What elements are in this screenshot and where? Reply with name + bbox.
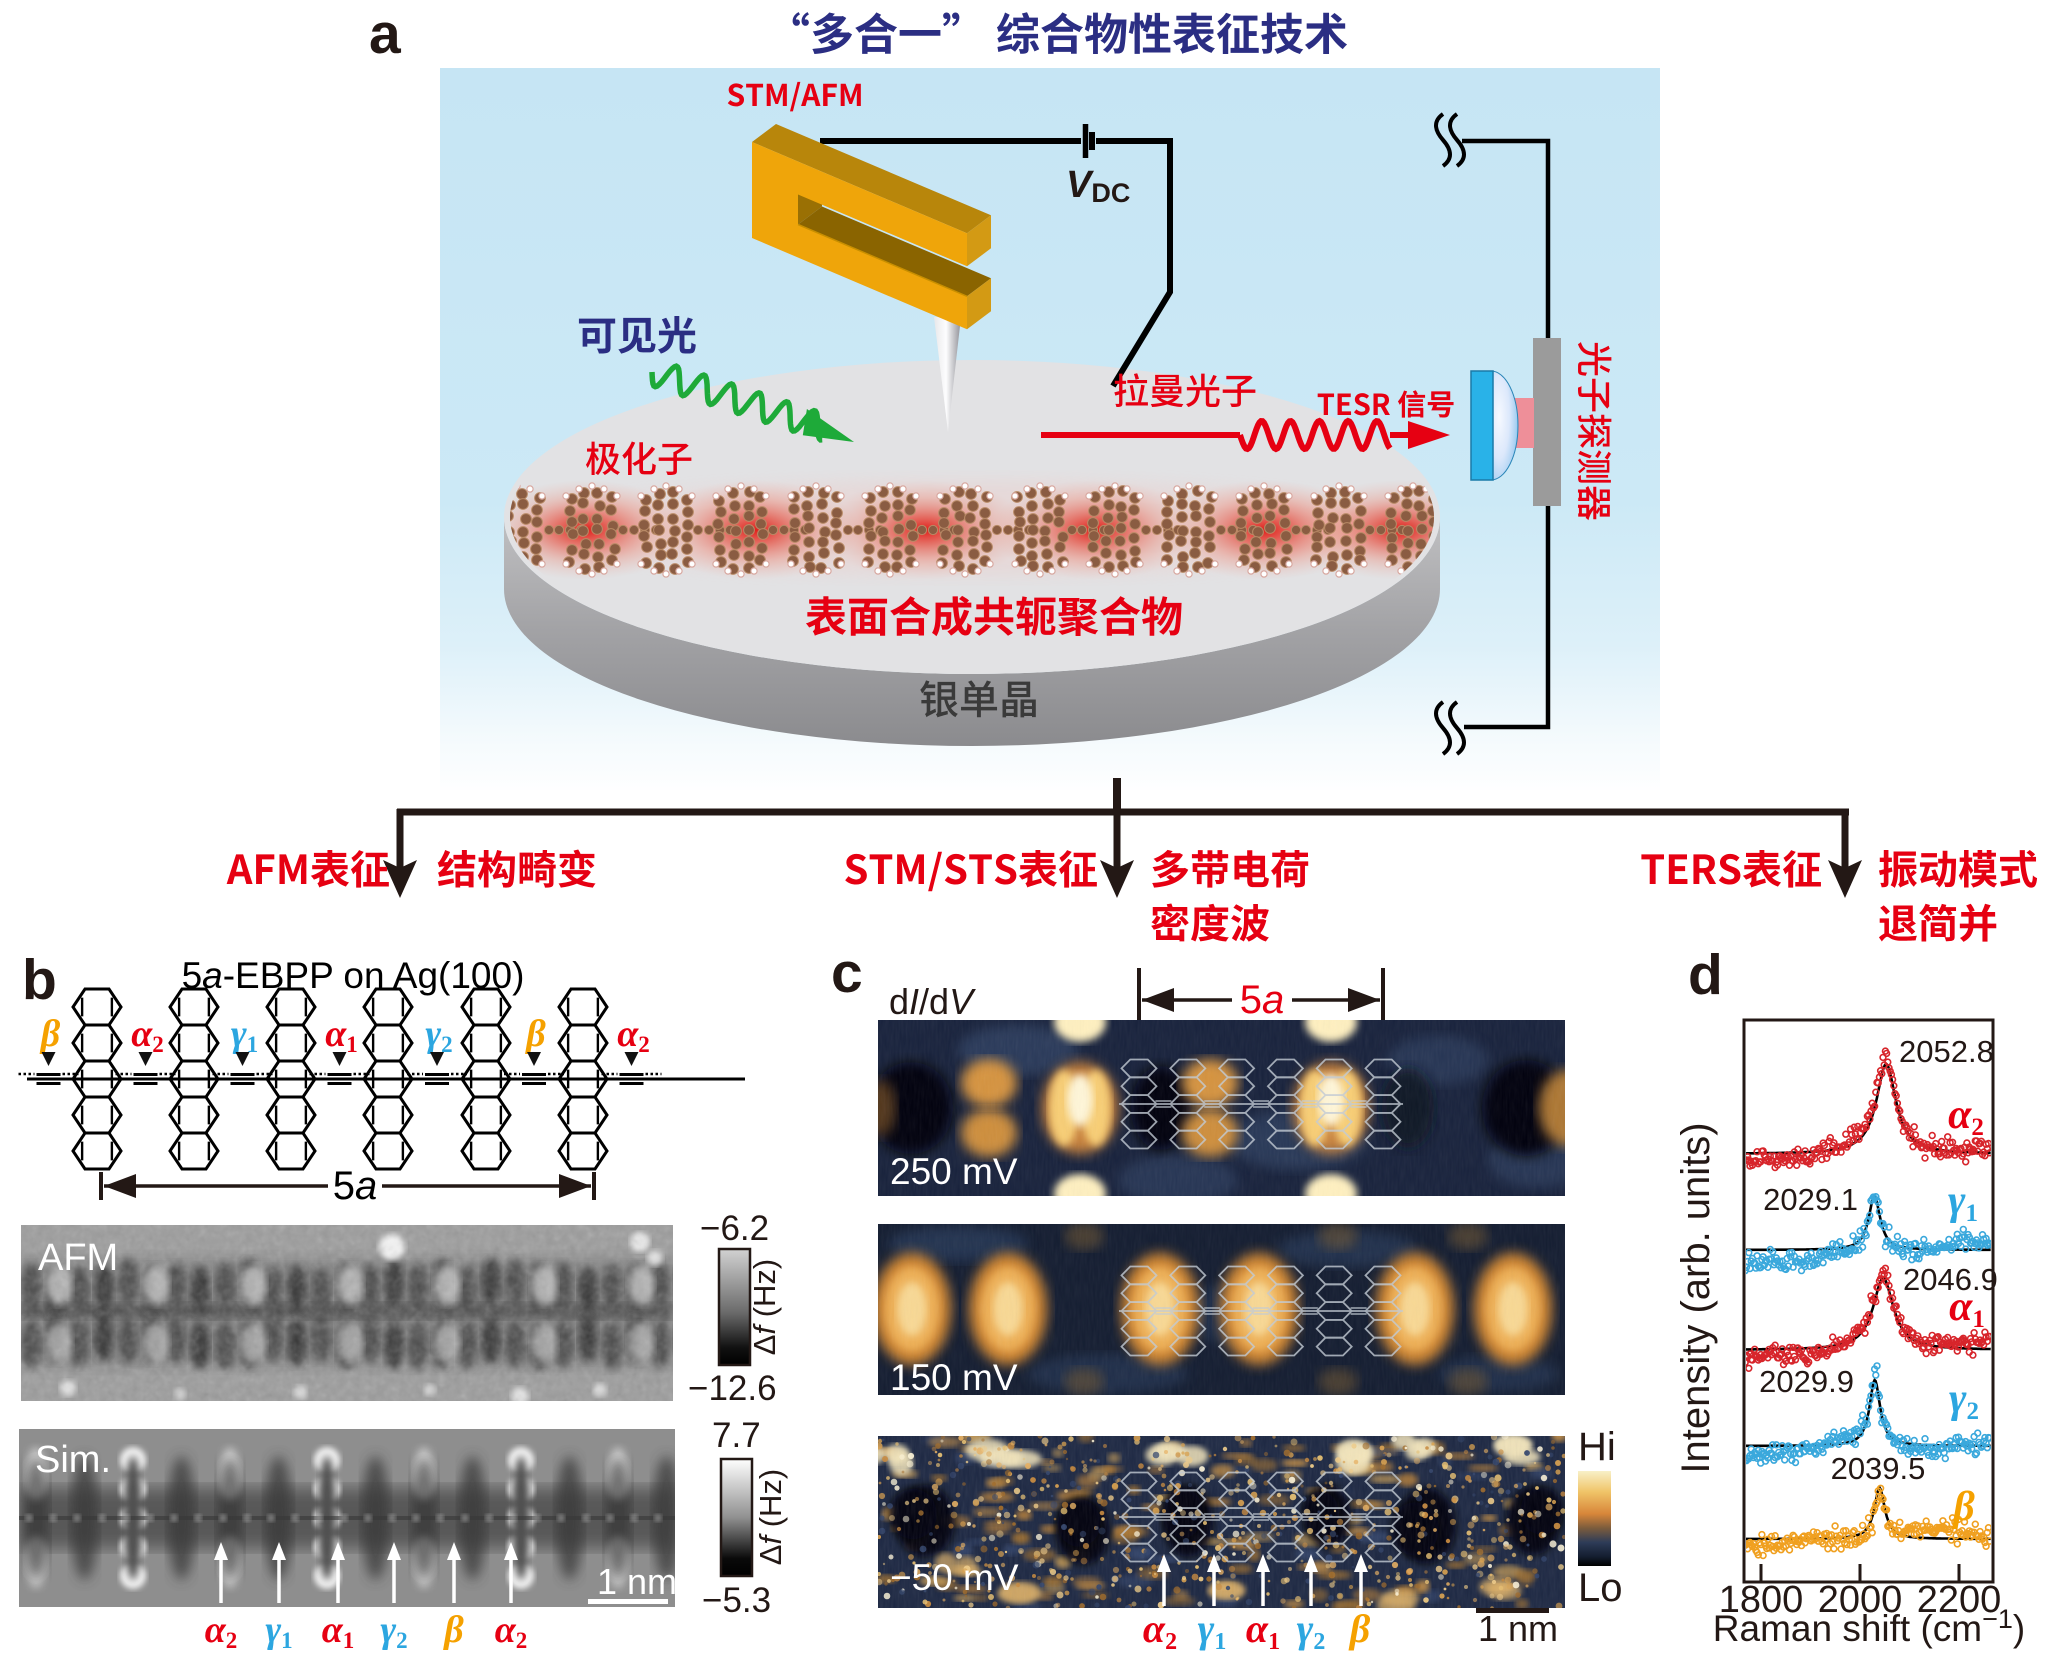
svg-text:5a: 5a <box>333 1164 378 1208</box>
svg-text:5a-EBPP on Ag(100): 5a-EBPP on Ag(100) <box>182 955 525 996</box>
svg-text:−50 mV: −50 mV <box>890 1557 1019 1598</box>
svg-text:β: β <box>1348 1606 1371 1651</box>
svg-text:γ1: γ1 <box>231 1013 258 1057</box>
svg-text:Lo: Lo <box>1578 1566 1623 1610</box>
svg-text:γ2: γ2 <box>1297 1606 1326 1653</box>
svg-text:Δf (Hz): Δf (Hz) <box>753 1469 788 1566</box>
svg-text:α1: α1 <box>325 1013 358 1057</box>
svg-text:−12.6: −12.6 <box>688 1369 777 1408</box>
svg-text:1 nm: 1 nm <box>597 1561 677 1602</box>
svg-text:Sim.: Sim. <box>35 1439 111 1481</box>
svg-text:5a: 5a <box>1240 978 1285 1022</box>
svg-text:β: β <box>524 1013 546 1055</box>
svg-text:γ2: γ2 <box>380 1609 407 1653</box>
svg-text:AFM: AFM <box>38 1237 118 1279</box>
svg-text:2000: 2000 <box>1818 1579 1903 1621</box>
svg-text:α2: α2 <box>205 1609 238 1653</box>
svg-text:β: β <box>39 1013 61 1055</box>
svg-text:250 mV: 250 mV <box>890 1151 1018 1192</box>
svg-text:Hi: Hi <box>1578 1425 1616 1469</box>
svg-text:α2: α2 <box>1143 1606 1177 1653</box>
svg-text:2046.9: 2046.9 <box>1903 1262 1998 1297</box>
svg-text:b: b <box>22 948 57 1012</box>
svg-text:γ1: γ1 <box>1198 1606 1227 1653</box>
svg-text:α1: α1 <box>1246 1606 1280 1653</box>
svg-text:VDC: VDC <box>1066 164 1130 208</box>
svg-text:2200: 2200 <box>1917 1579 2002 1621</box>
svg-text:7.7: 7.7 <box>712 1416 761 1455</box>
svg-text:α1: α1 <box>322 1609 355 1653</box>
svg-text:γ1: γ1 <box>265 1609 292 1653</box>
svg-text:Intensity (arb. units): Intensity (arb. units) <box>1674 1122 1718 1473</box>
svg-text:α2: α2 <box>1948 1092 1984 1141</box>
svg-text:γ1: γ1 <box>1948 1178 1978 1227</box>
svg-text:−6.2: −6.2 <box>700 1209 769 1248</box>
svg-text:α2: α2 <box>131 1013 164 1057</box>
svg-text:γ2: γ2 <box>425 1013 452 1057</box>
svg-text:c: c <box>831 941 863 1005</box>
svg-text:β: β <box>442 1609 464 1651</box>
svg-text:dI/dV: dI/dV <box>889 981 976 1022</box>
svg-text:β: β <box>1951 1484 1975 1530</box>
svg-text:1 nm: 1 nm <box>1478 1608 1558 1649</box>
svg-text:α2: α2 <box>495 1609 528 1653</box>
svg-text:d: d <box>1688 943 1723 1007</box>
svg-text:−5.3: −5.3 <box>702 1581 771 1620</box>
svg-text:α1: α1 <box>1949 1284 1985 1333</box>
svg-text:2029.9: 2029.9 <box>1759 1364 1854 1399</box>
svg-text:α2: α2 <box>617 1013 650 1057</box>
svg-text:Δf (Hz): Δf (Hz) <box>747 1259 782 1356</box>
svg-text:γ2: γ2 <box>1949 1376 1979 1425</box>
svg-text:2029.1: 2029.1 <box>1763 1182 1858 1217</box>
svg-text:150 mV: 150 mV <box>890 1357 1018 1398</box>
svg-text:1800: 1800 <box>1719 1579 1804 1621</box>
svg-text:2052.8: 2052.8 <box>1899 1034 1994 1069</box>
svg-text:Raman shift (cm−1): Raman shift (cm−1) <box>1713 1604 2025 1649</box>
svg-text:2039.5: 2039.5 <box>1831 1451 1926 1486</box>
svg-text:a: a <box>369 2 402 66</box>
